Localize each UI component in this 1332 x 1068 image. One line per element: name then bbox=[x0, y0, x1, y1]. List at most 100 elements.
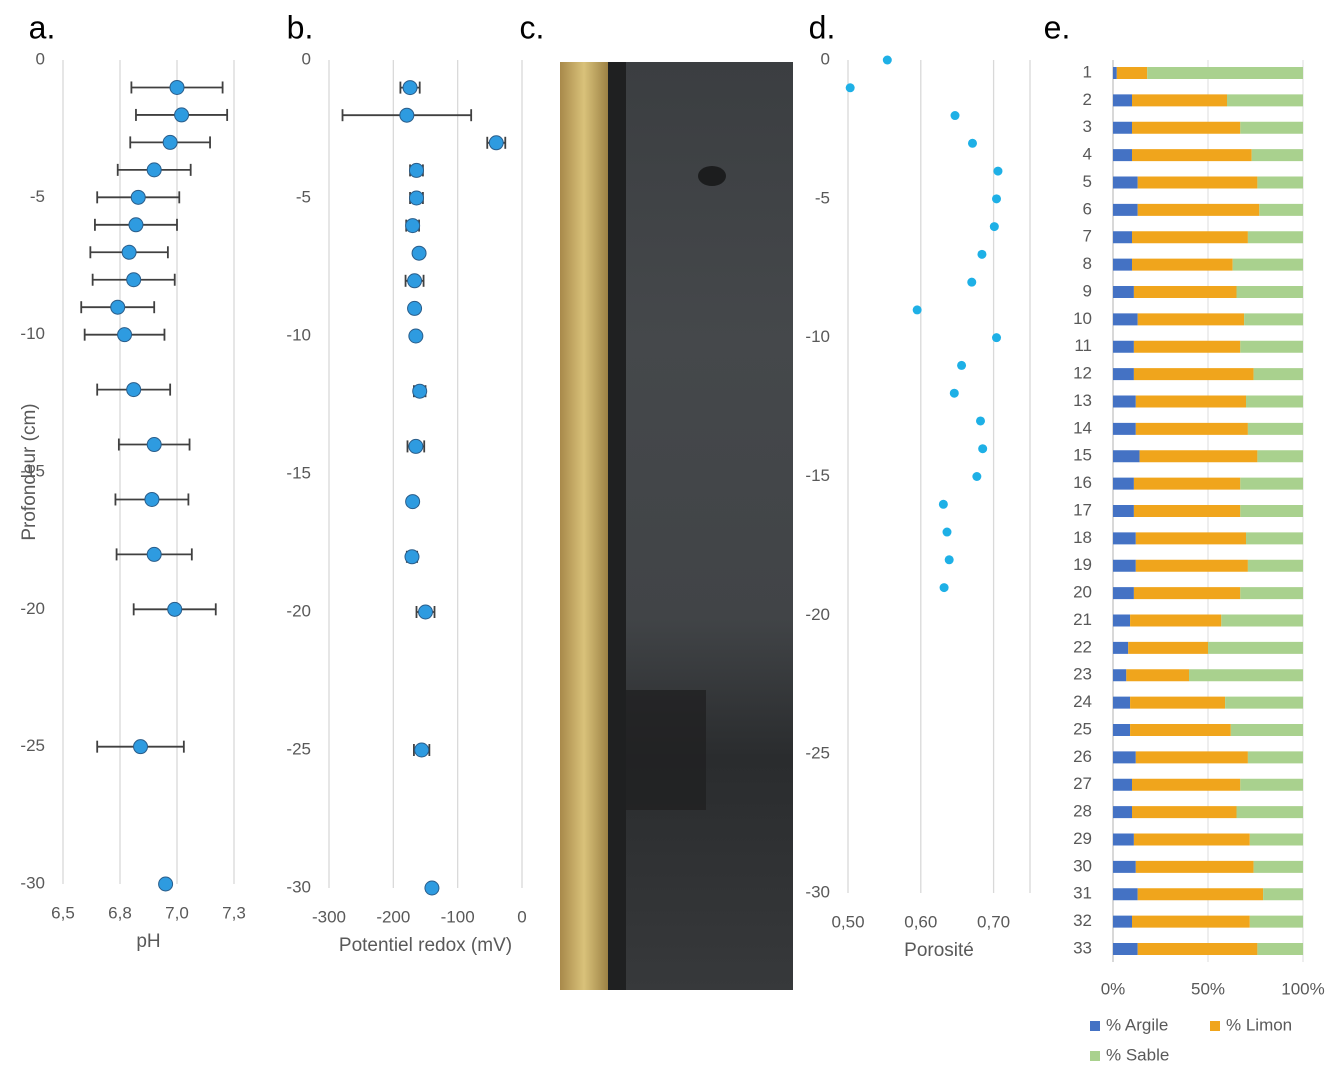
y-tick-label: -5 bbox=[30, 187, 45, 206]
bar-segment bbox=[1113, 833, 1134, 846]
y-tick-label: 0 bbox=[36, 49, 45, 68]
bar-segment bbox=[1113, 915, 1132, 928]
bar-segment bbox=[1113, 669, 1127, 682]
bar-segment bbox=[1249, 833, 1303, 846]
y-tick-label: 15 bbox=[1073, 446, 1092, 465]
x-tick-label: 0,60 bbox=[904, 912, 937, 931]
point bbox=[405, 494, 421, 510]
x-tick-label: 6,8 bbox=[108, 903, 132, 922]
point bbox=[158, 876, 174, 892]
bar-segment bbox=[1113, 587, 1134, 600]
bar-segment bbox=[1113, 532, 1136, 545]
bar-segment bbox=[1246, 532, 1303, 545]
point bbox=[992, 333, 1002, 343]
y-tick-label: 6 bbox=[1083, 199, 1092, 218]
panel-label: b. bbox=[287, 9, 314, 45]
bar-segment bbox=[1257, 450, 1303, 463]
point bbox=[993, 166, 1003, 176]
y-tick-label: 26 bbox=[1073, 747, 1092, 766]
x-tick-label: 0 bbox=[517, 907, 526, 926]
y-tick-label: 8 bbox=[1083, 254, 1092, 273]
point bbox=[938, 499, 948, 509]
bar-segment bbox=[1208, 641, 1303, 654]
point bbox=[162, 134, 178, 150]
y-tick-label: -25 bbox=[805, 744, 830, 763]
y-tick-label: -30 bbox=[286, 877, 311, 896]
y-tick-label: 17 bbox=[1073, 500, 1092, 519]
y-tick-label: 4 bbox=[1083, 145, 1092, 164]
bar-segment bbox=[1132, 121, 1241, 134]
y-tick-label: -15 bbox=[286, 463, 311, 482]
bar-segment bbox=[1113, 559, 1136, 572]
bar-segment bbox=[1135, 395, 1246, 408]
y-tick-label: 0 bbox=[302, 49, 311, 68]
point bbox=[424, 880, 440, 896]
y-tick-label: 27 bbox=[1073, 774, 1092, 793]
y-tick-label: 9 bbox=[1083, 281, 1092, 300]
core-photo bbox=[560, 62, 793, 990]
bar-segment bbox=[1240, 778, 1303, 791]
panel-label: c. bbox=[520, 9, 545, 45]
bar-segment bbox=[1247, 231, 1303, 244]
point bbox=[128, 217, 144, 233]
bar-segment bbox=[1247, 559, 1303, 572]
y-tick-label: 22 bbox=[1073, 637, 1092, 656]
point bbox=[167, 601, 183, 617]
point bbox=[967, 277, 977, 287]
point bbox=[146, 162, 162, 178]
bar-segment bbox=[1113, 203, 1138, 216]
y-tick-label: 21 bbox=[1073, 610, 1092, 629]
x-tick-label: 50% bbox=[1191, 979, 1225, 998]
y-tick-label: 20 bbox=[1073, 583, 1092, 602]
y-tick-label: 14 bbox=[1073, 418, 1092, 437]
legend-swatch bbox=[1090, 1051, 1100, 1061]
bar-segment bbox=[1113, 778, 1132, 791]
bar-segment bbox=[1137, 313, 1245, 326]
y-tick-label: 32 bbox=[1073, 911, 1092, 930]
bar-segment bbox=[1246, 395, 1303, 408]
bar-segment bbox=[1249, 915, 1303, 928]
y-tick-label: -10 bbox=[805, 327, 830, 346]
x-tick-label: -200 bbox=[376, 907, 410, 926]
bar-segment bbox=[1221, 614, 1303, 627]
y-tick-label: -10 bbox=[286, 325, 311, 344]
bar-segment bbox=[1133, 505, 1241, 517]
panel-label: e. bbox=[1044, 9, 1071, 45]
point bbox=[957, 360, 967, 370]
bar-segment bbox=[1130, 696, 1226, 709]
core-edge bbox=[608, 62, 626, 990]
legend-label: % Argile bbox=[1106, 1015, 1168, 1034]
bar-segment bbox=[1253, 860, 1303, 873]
bar-segment bbox=[1133, 477, 1241, 490]
x-axis-label: Porosité bbox=[904, 940, 974, 961]
point bbox=[408, 162, 424, 178]
bar-segment bbox=[1113, 395, 1136, 408]
bar-segment bbox=[1263, 888, 1303, 901]
bar-segment bbox=[1113, 888, 1138, 901]
bar-segment bbox=[1257, 176, 1303, 189]
bar-segment bbox=[1132, 915, 1250, 928]
y-tick-label: 16 bbox=[1073, 473, 1092, 492]
y-tick-label: -5 bbox=[815, 188, 830, 207]
y-tick-label: 33 bbox=[1073, 938, 1092, 957]
bar-segment bbox=[1113, 67, 1117, 79]
bar-segment bbox=[1130, 614, 1222, 627]
point bbox=[882, 55, 892, 65]
bar-segment bbox=[1137, 943, 1258, 955]
point bbox=[121, 244, 137, 260]
point bbox=[414, 742, 430, 758]
y-tick-label: -25 bbox=[286, 739, 311, 758]
bar-segment bbox=[1113, 340, 1134, 353]
bar-segment bbox=[1247, 422, 1303, 435]
bar-segment bbox=[1113, 258, 1132, 271]
y-tick-label: -5 bbox=[296, 187, 311, 206]
y-tick-label: -30 bbox=[20, 873, 45, 892]
y-tick-label: 25 bbox=[1073, 719, 1092, 738]
point bbox=[989, 222, 999, 232]
bar-segment bbox=[1137, 888, 1264, 901]
point bbox=[117, 327, 133, 343]
bar-segment bbox=[1126, 669, 1189, 682]
bar-segment bbox=[1132, 94, 1227, 107]
x-tick-label: 100% bbox=[1281, 979, 1324, 998]
bar-segment bbox=[1113, 751, 1136, 764]
